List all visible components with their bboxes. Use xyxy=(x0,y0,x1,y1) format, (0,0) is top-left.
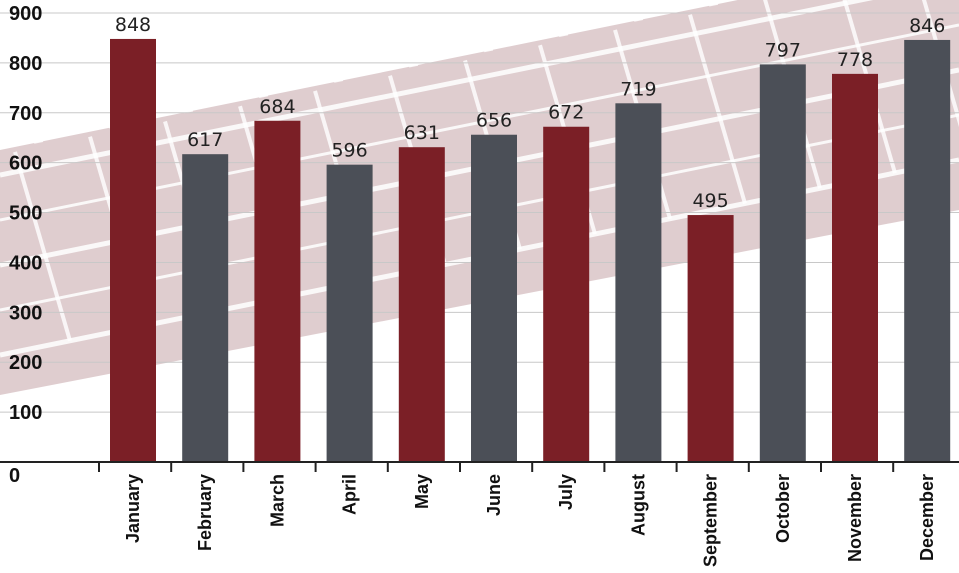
x-tick-label: January xyxy=(123,474,143,543)
bar xyxy=(398,147,445,462)
bars xyxy=(110,38,951,463)
bar xyxy=(254,120,301,462)
x-axis: January February March April May June July Augu… xyxy=(0,461,959,567)
bar xyxy=(182,154,229,463)
y-tick-label: 900 xyxy=(9,3,42,25)
y-axis: 0 100 200 300 400 500 600 700 800 900 xyxy=(9,3,42,487)
data-label: 719 xyxy=(620,78,656,100)
y-tick-label: 200 xyxy=(9,352,42,374)
data-label: 684 xyxy=(259,96,295,118)
data-label: 778 xyxy=(837,49,873,71)
bar xyxy=(110,38,156,462)
y-tick-label: 800 xyxy=(9,53,42,75)
tread-notch xyxy=(182,99,194,114)
data-label: 656 xyxy=(476,110,512,132)
tread-line xyxy=(0,23,959,222)
y-tick-label: 0 xyxy=(9,465,20,487)
data-label: 846 xyxy=(909,15,945,37)
bar xyxy=(326,164,373,462)
bar xyxy=(543,126,590,462)
bar xyxy=(904,39,951,462)
data-label: 596 xyxy=(331,140,367,162)
x-tick-label: June xyxy=(484,474,504,516)
y-tick-label: 500 xyxy=(9,203,42,225)
data-label: 848 xyxy=(115,14,151,36)
data-label: 797 xyxy=(765,39,801,61)
tread-notch xyxy=(557,23,569,37)
y-tick-label: 600 xyxy=(9,153,42,175)
data-label: 631 xyxy=(404,122,440,144)
data-label: 617 xyxy=(187,129,223,151)
y-tick-label: 400 xyxy=(9,252,42,274)
x-tick-label: September xyxy=(701,474,721,567)
tread-notch xyxy=(707,0,719,7)
data-label: 495 xyxy=(692,190,728,212)
x-tick-label: November xyxy=(845,474,865,562)
bar xyxy=(759,64,806,462)
x-tick-label: May xyxy=(412,474,432,509)
tread-notch xyxy=(332,69,344,83)
tread-groove xyxy=(13,151,72,342)
tread-notch xyxy=(257,84,269,98)
tread-notch xyxy=(32,130,44,144)
data-labels: 848 617 684 596 631 656 672 719 495 797 778 846 xyxy=(115,14,945,212)
tread-notch xyxy=(407,53,419,68)
x-tick-label: April xyxy=(340,474,360,515)
y-tick-label: 100 xyxy=(9,402,42,424)
x-tick-label: July xyxy=(556,474,576,510)
tread-notch xyxy=(632,8,644,22)
tread-groove xyxy=(688,14,747,205)
x-tick-label: March xyxy=(267,474,287,527)
y-tick-label: 300 xyxy=(9,302,42,324)
bar xyxy=(471,134,517,462)
x-tick-label: February xyxy=(195,474,215,551)
x-tick-label: October xyxy=(773,474,793,543)
bar xyxy=(687,215,734,462)
x-tick-label: August xyxy=(628,474,648,536)
x-tick-label: December xyxy=(917,474,937,561)
bar xyxy=(832,73,878,462)
y-tick-label: 700 xyxy=(9,103,42,125)
tread-notch xyxy=(482,38,494,53)
data-label: 672 xyxy=(548,102,584,124)
bar xyxy=(615,103,662,462)
